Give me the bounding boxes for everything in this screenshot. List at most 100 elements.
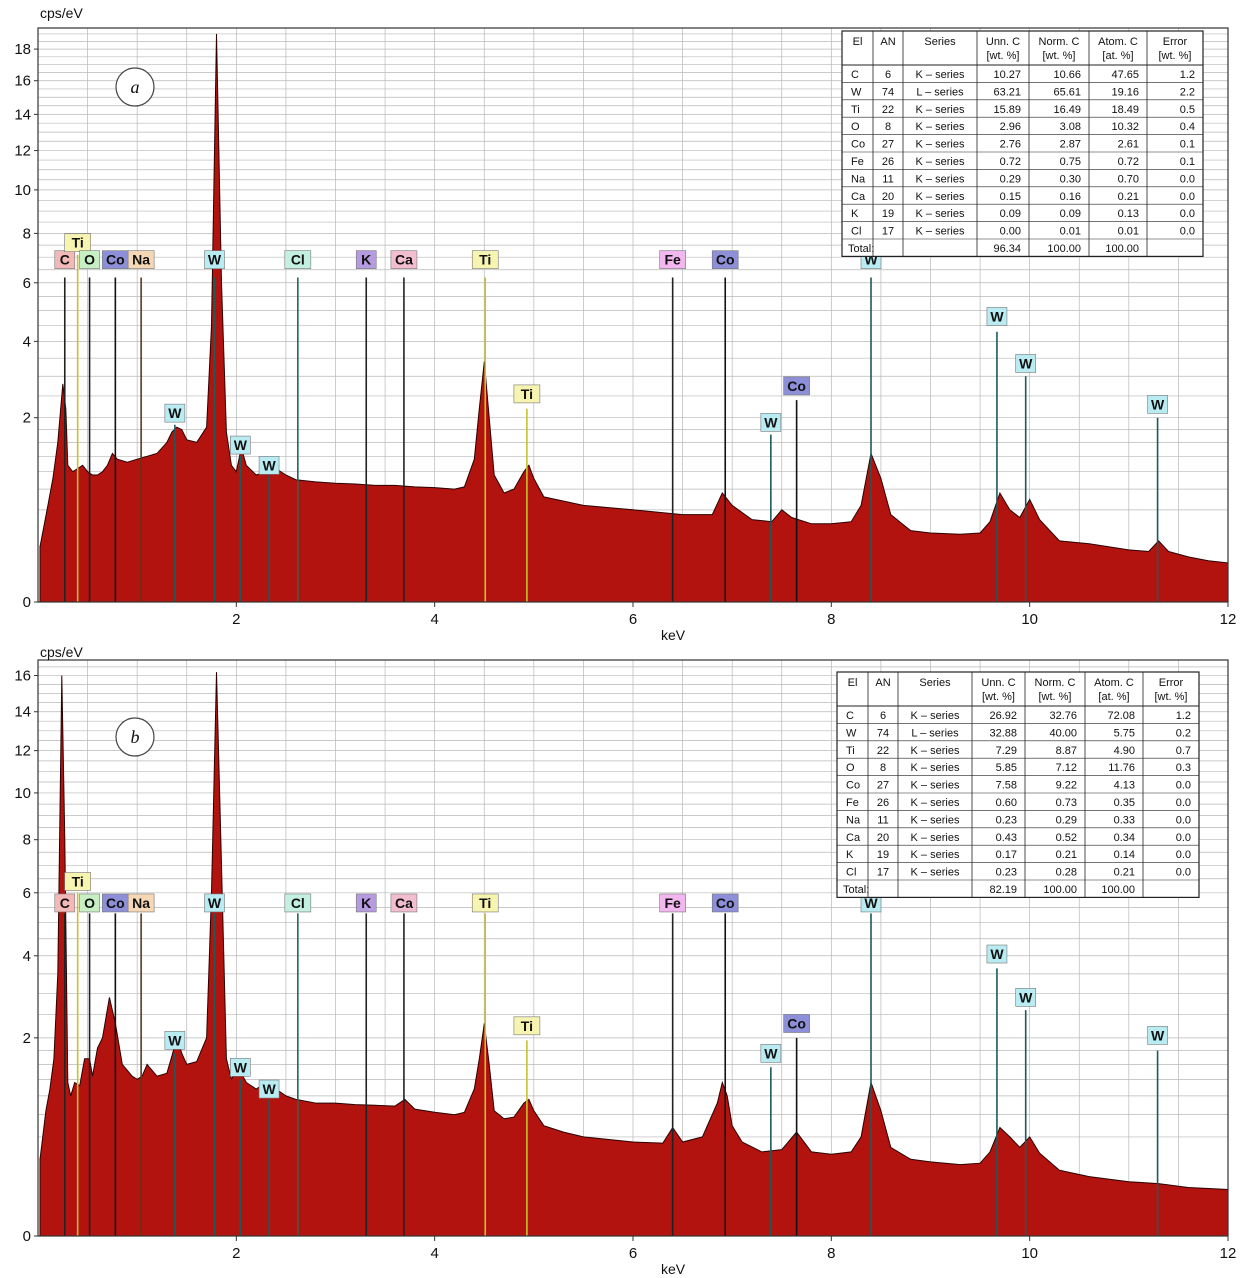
table-cell: 0.21 <box>1118 191 1139 203</box>
table-cell: 0.23 <box>996 814 1017 826</box>
y-tick-label: 8 <box>23 225 31 242</box>
table-cell: 2.76 <box>1000 139 1021 151</box>
table-cell: C <box>851 69 859 81</box>
peak-label-w: W <box>764 1045 778 1061</box>
table-total-cell: 96.34 <box>993 243 1021 255</box>
peak-label-k: K <box>361 895 371 911</box>
table-cell: K – series <box>911 797 960 809</box>
table-cell: 0.17 <box>996 849 1017 861</box>
table-cell: 0.0 <box>1176 867 1191 879</box>
table-cell: K – series <box>916 121 965 133</box>
peak-label-bg-w <box>230 435 251 455</box>
table-cell: K – series <box>916 69 965 81</box>
table-cell: 18.49 <box>1111 104 1139 116</box>
peak-label-na: Na <box>132 895 150 911</box>
table-cell: 0.73 <box>1056 797 1077 809</box>
peak-label-w: W <box>262 457 276 473</box>
table-cell: 0.4 <box>1180 121 1195 133</box>
table-cell: 3.08 <box>1060 121 1081 133</box>
peak-label-bg-ti <box>64 233 91 253</box>
table-cell: 5.85 <box>996 762 1017 774</box>
panel-letter-circle <box>115 67 155 107</box>
y-tick-label: 14 <box>14 106 31 123</box>
table-cell: 0.35 <box>1114 797 1135 809</box>
table-cell: 2.96 <box>1000 121 1021 133</box>
table-cell: 8.87 <box>1056 745 1077 757</box>
table-cell: 0.30 <box>1060 173 1081 185</box>
y-tick-label: 4 <box>23 948 31 965</box>
y-tick-label: 6 <box>23 275 31 292</box>
table-frame <box>836 671 1200 898</box>
table-total-cell: 100.00 <box>1101 884 1135 896</box>
table-cell: 0.43 <box>996 832 1017 844</box>
table-cell: 27 <box>882 139 894 151</box>
table-cell: K – series <box>916 104 965 116</box>
peak-label-fe: Fe <box>664 895 681 911</box>
table-cell: 0.5 <box>1180 104 1195 116</box>
quant-table: El AN Series Unn. C [wt. %] Norm. C [wt. %] Ato… <box>841 30 1204 257</box>
peak-label-o: O <box>84 252 95 268</box>
table-cell: Fe <box>846 797 859 809</box>
table-cell: 22 <box>877 745 889 757</box>
table-cell: K – series <box>916 156 965 168</box>
table-header: Error <box>1163 36 1188 48</box>
table-cell: 0.0 <box>1180 173 1195 185</box>
table-cell: 0.33 <box>1114 814 1135 826</box>
peak-label-bg-w <box>164 403 186 423</box>
table-cell: 0.52 <box>1056 832 1077 844</box>
table-cell: 74 <box>882 86 894 98</box>
table-frame <box>841 30 1204 257</box>
table-cell: 20 <box>882 191 894 203</box>
table-cell: W <box>851 86 862 98</box>
y-axis-label: cps/eV <box>40 644 83 660</box>
table-cell: K – series <box>911 867 960 879</box>
table-cell: 0.01 <box>1060 226 1081 238</box>
y-tick-label: 18 <box>14 41 31 58</box>
peak-label-bg-w <box>230 1057 251 1077</box>
quant-table: El AN Series Unn. C [wt. %] Norm. C [wt. %] Ato… <box>836 671 1200 898</box>
table-cell: 11 <box>882 173 893 185</box>
y-tick-label: 16 <box>14 73 31 90</box>
peak-label-bg-cl <box>284 250 312 269</box>
table-cell: 72.08 <box>1107 710 1135 722</box>
y-tick-label: 2 <box>23 1030 31 1047</box>
spectrum-area <box>39 672 1229 1237</box>
table-cell: 0.0 <box>1180 191 1195 203</box>
table-header-unit: [wt. %] <box>1038 691 1071 703</box>
x-tick-label: 4 <box>430 611 438 628</box>
table-cell: 0.0 <box>1180 226 1195 238</box>
panel-letter-circle <box>115 717 155 757</box>
table-cell: Ti <box>846 745 855 757</box>
x-tick-label: 4 <box>430 1245 438 1262</box>
peak-label-ti: Ti <box>521 1018 533 1034</box>
peak-label-bg-fe <box>659 893 686 913</box>
peak-label-bg-co <box>711 893 739 913</box>
table-cell: 0.34 <box>1114 832 1135 844</box>
spectrum-area <box>39 33 1229 603</box>
peak-label-bg-w <box>760 413 782 432</box>
y-tick-label: 0 <box>23 594 31 611</box>
x-tick-label: 8 <box>827 611 835 628</box>
table-cell: 6 <box>880 710 886 722</box>
peak-label-bg-w <box>986 944 1008 964</box>
peak-label-co: Co <box>787 1016 806 1032</box>
x-tick-label: 6 <box>629 611 637 628</box>
table-cell: 27 <box>877 780 889 792</box>
table-header-unit: [wt. %] <box>982 691 1015 703</box>
gridlines <box>38 660 1228 1236</box>
table-cell: Cl <box>851 226 861 238</box>
table-cell: K – series <box>911 745 960 757</box>
peak-label-ca: Ca <box>395 252 413 268</box>
peak-label-bg-ti <box>513 384 541 404</box>
table-header: Unn. C <box>986 36 1020 48</box>
peak-label-ti: Ti <box>479 252 491 268</box>
panel-letter: a <box>131 77 140 97</box>
y-ticks: 0 2 4 6 8 10 12 14 16 <box>14 668 38 1245</box>
peak-label-w: W <box>168 1032 182 1048</box>
y-tick-label: 16 <box>14 668 31 685</box>
